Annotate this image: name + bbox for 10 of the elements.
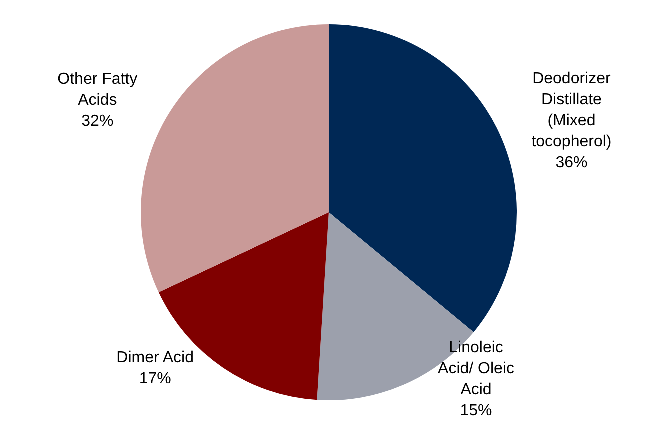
slice-label: Other Fatty Acids — [58, 70, 138, 109]
slice-label: Linoleic Acid/ Oleic Acid — [438, 340, 514, 398]
data-label: 36% — [556, 154, 588, 172]
slice-label: Dimer Acid — [116, 349, 194, 366]
pie-slice — [329, 24, 517, 332]
data-label: 15% — [460, 402, 492, 420]
slice-label: Deodorizer Distillate (Mixed tocopherol) — [532, 70, 612, 150]
data-label: 32% — [82, 112, 114, 130]
pie-slice — [141, 24, 329, 293]
data-label: 17% — [139, 370, 172, 388]
